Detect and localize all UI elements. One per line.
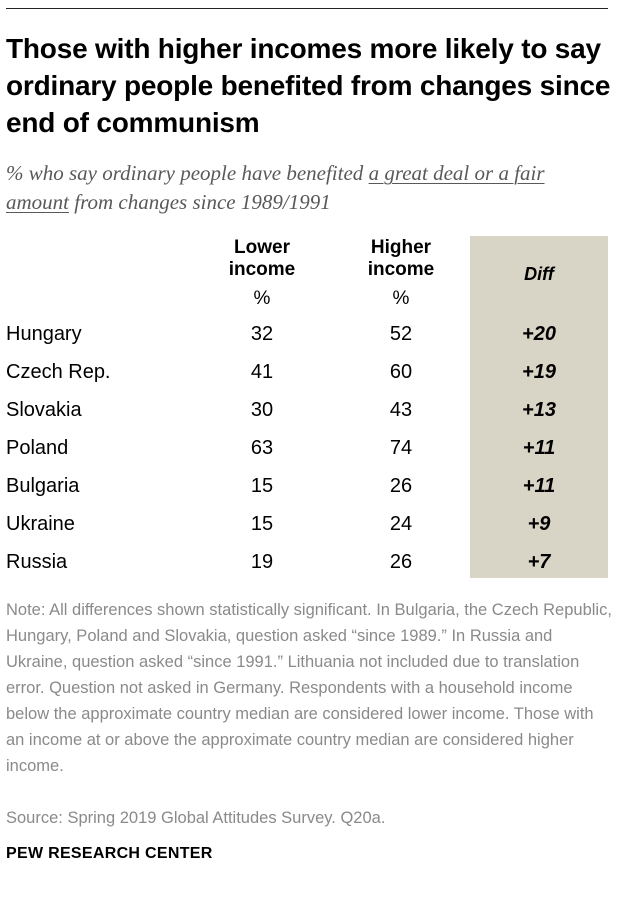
diff-value: +20 (522, 323, 556, 345)
brand-logo-text: PEW RESEARCH CENTER (6, 845, 213, 862)
top-rule (6, 8, 608, 9)
country-name: Russia (6, 551, 68, 573)
table-row: Russia 19 26 +7 (0, 551, 630, 589)
higher-income-value: 26 (389, 551, 413, 573)
diff-header: Diff (524, 264, 554, 284)
table-row: Poland 63 74 +11 (0, 437, 630, 475)
country-name: Bulgaria (6, 475, 80, 497)
country-name: Czech Rep. (6, 361, 111, 383)
higher-income-value: 52 (389, 323, 413, 345)
higher-income-unit: % (392, 288, 410, 309)
lower-income-value: 30 (250, 399, 274, 421)
higher-income-value: 43 (389, 399, 413, 421)
lower-income-header: Lower income % (206, 237, 318, 310)
chart-source: Source: Spring 2019 Global Attitudes Sur… (6, 809, 386, 827)
chart-note: Note: All differences shown statisticall… (6, 601, 612, 775)
lower-income-value: 32 (250, 323, 274, 345)
lower-income-label: Lower income (228, 237, 296, 280)
table-row: Slovakia 30 43 +13 (0, 399, 630, 437)
higher-income-value: 24 (389, 513, 413, 535)
country-name: Slovakia (6, 399, 82, 421)
chart-subtitle: % who say ordinary people have benefited… (6, 159, 611, 217)
higher-income-value: 74 (389, 437, 413, 459)
subtitle-prefix: % who say ordinary people have benefited (6, 161, 369, 185)
lower-income-value: 15 (250, 475, 274, 497)
lower-income-value: 63 (250, 437, 274, 459)
higher-income-value: 60 (389, 361, 413, 383)
chart-title: Those with higher incomes more likely to… (6, 33, 611, 138)
lower-income-value: 15 (250, 513, 274, 535)
diff-value: +7 (527, 551, 551, 573)
diff-column-highlight (470, 236, 608, 578)
higher-income-label: Higher income (367, 237, 435, 280)
lower-income-unit: % (253, 288, 271, 309)
table-row: Czech Rep. 41 60 +19 (0, 361, 630, 399)
country-name: Poland (6, 437, 69, 459)
diff-value: +13 (522, 399, 556, 421)
country-name: Hungary (6, 323, 82, 345)
diff-value: +11 (522, 475, 556, 497)
higher-income-header: Higher income % (345, 237, 457, 310)
diff-value: +9 (527, 513, 551, 535)
higher-income-value: 26 (389, 475, 413, 497)
diff-value: +19 (522, 361, 556, 383)
subtitle-suffix: from changes since 1989/1991 (69, 190, 331, 214)
subtitle-underlined: a great deal or a fair amount (6, 161, 545, 214)
table-row: Hungary 32 52 +20 (0, 323, 630, 361)
diff-value: +11 (522, 437, 556, 459)
country-name: Ukraine (6, 513, 75, 535)
lower-income-value: 41 (250, 361, 274, 383)
table-row: Bulgaria 15 26 +11 (0, 475, 630, 513)
lower-income-value: 19 (250, 551, 274, 573)
table-row: Ukraine 15 24 +9 (0, 513, 630, 551)
